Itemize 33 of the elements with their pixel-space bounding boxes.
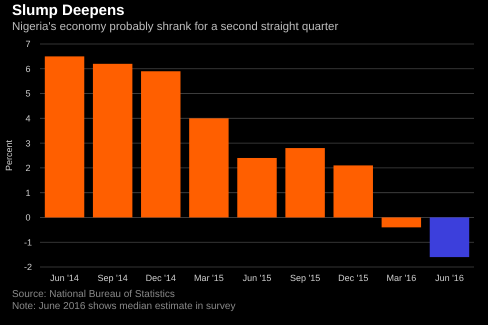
- text: Note: June 2016 shows median estimate in survey: [12, 301, 236, 312]
- chart-subtitle: Nigeria's economy probably shrank for a second straight quarter: [12, 21, 338, 33]
- x-tick-label: Dec '14: [146, 273, 176, 283]
- x-tick-label: Jun '14: [50, 273, 79, 283]
- bar: [189, 118, 229, 218]
- bar: [334, 165, 373, 218]
- y-tick-label: -2: [24, 262, 32, 272]
- y-tick-label: 5: [25, 88, 31, 99]
- bar: [430, 217, 470, 258]
- y-tick-label: 1: [25, 188, 31, 198]
- y-tick-label: 3: [25, 138, 31, 148]
- source-note: Source: National Bureau of Statistics: [12, 289, 175, 300]
- y-tick-label: 7: [25, 39, 31, 50]
- bar: [237, 158, 277, 218]
- bar: [141, 71, 180, 218]
- x-tick-label: Jun '15: [242, 273, 272, 283]
- y-tick-label: 4: [25, 113, 31, 124]
- x-tick-label: Sep '14: [98, 273, 128, 283]
- x-tick-label: Mar '15: [194, 273, 224, 283]
- y-tick-label: 6: [25, 64, 31, 74]
- chart-title: Slump Deepens: [12, 2, 125, 19]
- bar: [92, 64, 132, 218]
- bar: [382, 217, 422, 228]
- x-tick-label: Sep '15: [290, 273, 320, 283]
- y-tick-label: 0: [25, 212, 31, 223]
- y-tick-label: 2: [25, 163, 31, 174]
- x-tick-label: Mar '16: [386, 273, 416, 283]
- y-axis-title: Percent: [4, 140, 14, 172]
- y-tick-label: -1: [24, 237, 32, 248]
- x-tick-label: Dec '15: [338, 273, 368, 283]
- bar: [285, 148, 325, 218]
- bar: [44, 56, 84, 218]
- x-tick-label: Jun '16: [435, 273, 464, 283]
